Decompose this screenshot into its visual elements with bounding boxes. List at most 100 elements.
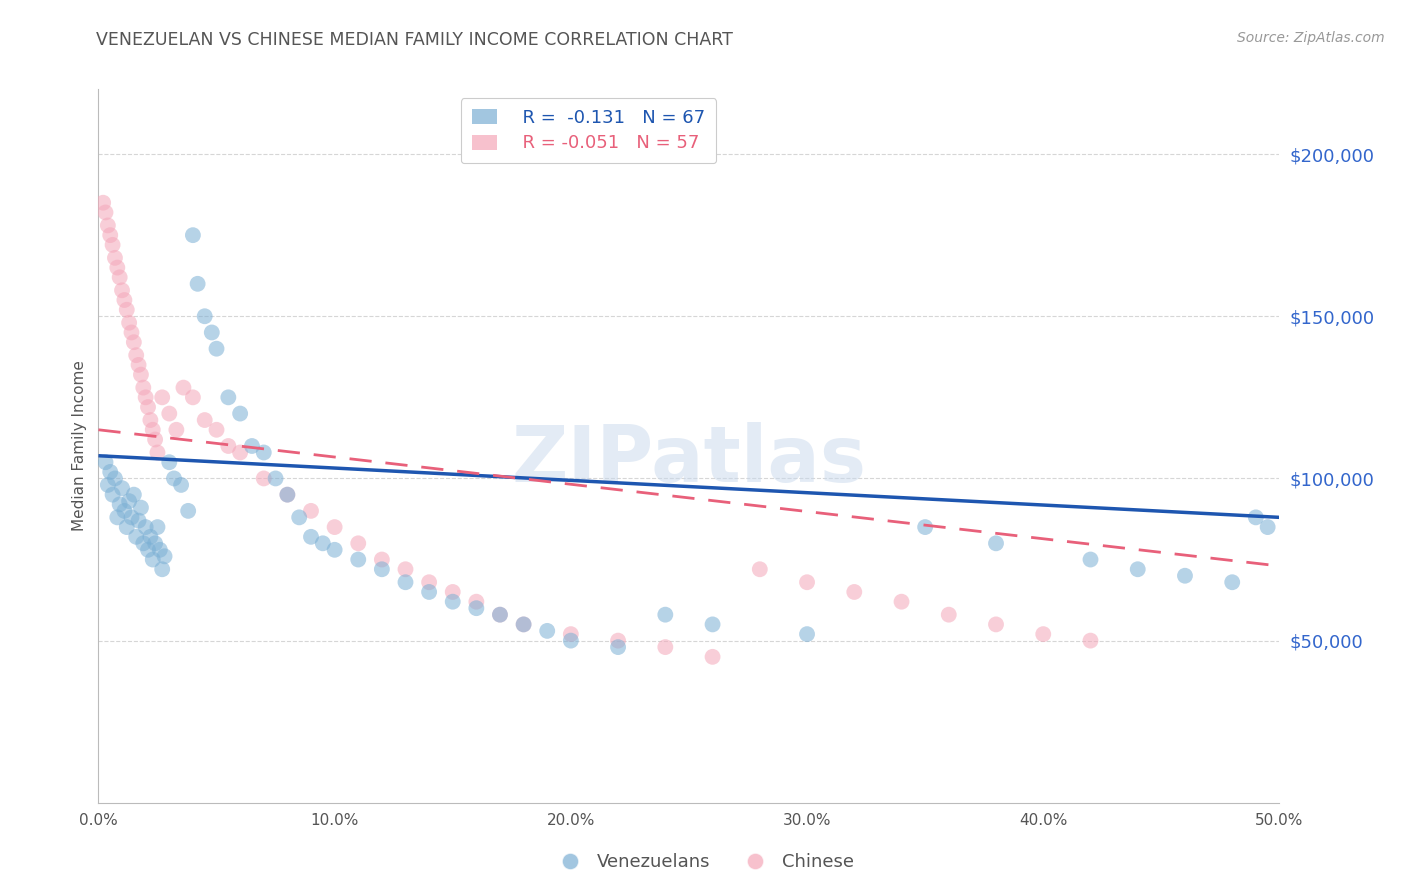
- Point: [97, 219, 120, 233]
- Point: [122, 488, 145, 502]
- Point: [984, 617, 1007, 632]
- Point: [177, 504, 200, 518]
- Point: [101, 238, 124, 252]
- Point: [143, 433, 166, 447]
- Point: [347, 552, 370, 566]
- Point: [118, 494, 141, 508]
- Point: [115, 302, 138, 317]
- Point: [128, 514, 150, 528]
- Point: [890, 595, 912, 609]
- Point: [229, 407, 252, 421]
- Point: [97, 478, 120, 492]
- Point: [394, 575, 416, 590]
- Point: [157, 455, 180, 469]
- Point: [94, 205, 117, 219]
- Legend:   R =  -0.131   N = 67,   R = -0.051   N = 57: R = -0.131 N = 67, R = -0.051 N = 57: [461, 98, 716, 163]
- Point: [288, 510, 311, 524]
- Point: [1257, 520, 1279, 534]
- Point: [153, 549, 176, 564]
- Point: [165, 423, 187, 437]
- Point: [111, 283, 134, 297]
- Point: [125, 530, 148, 544]
- Point: [105, 510, 128, 524]
- Point: [276, 488, 298, 502]
- Text: ZIPatlas: ZIPatlas: [512, 422, 866, 499]
- Point: [984, 536, 1007, 550]
- Point: [418, 575, 440, 590]
- Point: [104, 251, 127, 265]
- Point: [748, 562, 770, 576]
- Point: [914, 520, 936, 534]
- Legend: Venezuelans, Chinese: Venezuelans, Chinese: [544, 847, 862, 879]
- Point: [121, 510, 143, 524]
- Point: [115, 520, 138, 534]
- Point: [194, 413, 217, 427]
- Point: [1080, 633, 1102, 648]
- Point: [560, 627, 582, 641]
- Point: [194, 310, 217, 324]
- Point: [654, 640, 676, 654]
- Point: [157, 407, 180, 421]
- Point: [217, 390, 239, 404]
- Point: [98, 465, 121, 479]
- Point: [118, 316, 141, 330]
- Point: [139, 530, 162, 544]
- Point: [181, 390, 204, 404]
- Point: [108, 497, 131, 511]
- Point: [122, 335, 145, 350]
- Point: [702, 649, 724, 664]
- Point: [489, 607, 512, 622]
- Point: [201, 326, 224, 340]
- Point: [104, 471, 127, 485]
- Point: [101, 488, 124, 502]
- Point: [125, 348, 148, 362]
- Point: [240, 439, 263, 453]
- Point: [276, 488, 298, 502]
- Point: [181, 228, 204, 243]
- Point: [142, 423, 165, 437]
- Point: [150, 390, 173, 404]
- Point: [187, 277, 209, 291]
- Point: [264, 471, 287, 485]
- Point: [135, 390, 157, 404]
- Point: [136, 400, 159, 414]
- Point: [347, 536, 370, 550]
- Point: [371, 562, 394, 576]
- Point: [560, 633, 582, 648]
- Point: [253, 471, 276, 485]
- Point: [136, 542, 159, 557]
- Point: [465, 595, 488, 609]
- Point: [146, 520, 169, 534]
- Point: [938, 607, 960, 622]
- Point: [205, 423, 228, 437]
- Point: [607, 633, 630, 648]
- Point: [105, 260, 128, 275]
- Point: [146, 445, 169, 459]
- Point: [299, 504, 322, 518]
- Point: [489, 607, 512, 622]
- Point: [98, 228, 121, 243]
- Point: [299, 530, 322, 544]
- Point: [112, 504, 135, 518]
- Point: [132, 381, 155, 395]
- Point: [654, 607, 676, 622]
- Point: [607, 640, 630, 654]
- Point: [512, 617, 534, 632]
- Point: [139, 413, 162, 427]
- Point: [135, 520, 157, 534]
- Point: [418, 585, 440, 599]
- Point: [149, 542, 172, 557]
- Point: [128, 358, 150, 372]
- Point: [1174, 568, 1197, 582]
- Text: Source: ZipAtlas.com: Source: ZipAtlas.com: [1237, 31, 1385, 45]
- Point: [132, 536, 155, 550]
- Point: [150, 562, 173, 576]
- Point: [1032, 627, 1054, 641]
- Point: [1244, 510, 1267, 524]
- Point: [121, 326, 143, 340]
- Point: [172, 381, 194, 395]
- Point: [312, 536, 335, 550]
- Point: [796, 627, 818, 641]
- Point: [170, 478, 193, 492]
- Point: [394, 562, 416, 576]
